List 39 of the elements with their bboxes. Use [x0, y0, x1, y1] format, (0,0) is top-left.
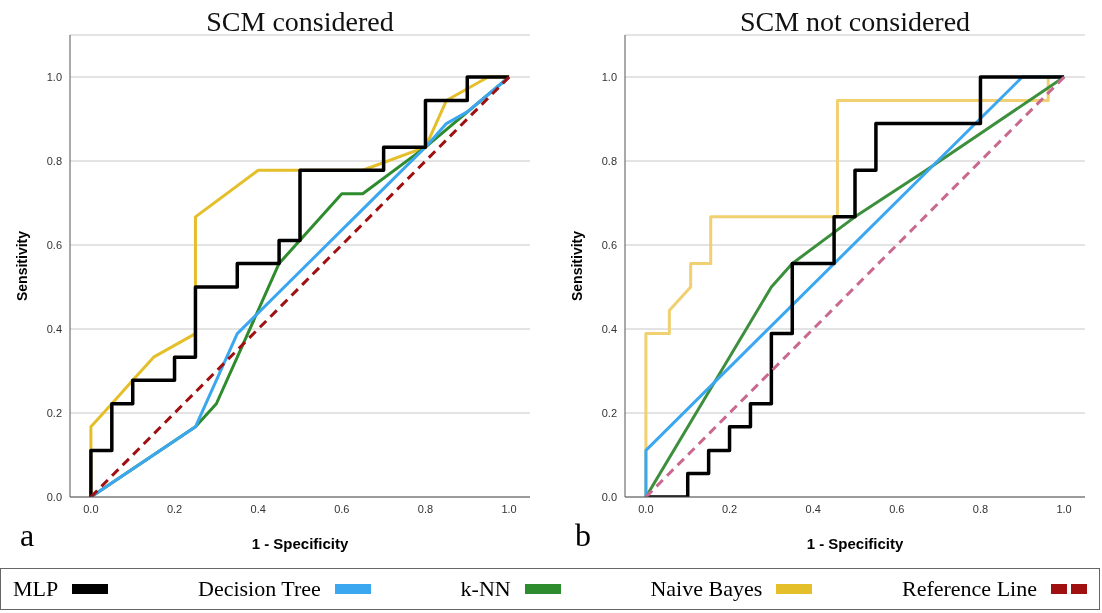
x-tick-label: 0.8	[972, 502, 989, 515]
chart-title: SCM not considered	[738, 6, 972, 38]
x-tick-label: 0.0	[83, 502, 99, 515]
x-tick-label: 1.0	[1056, 502, 1072, 515]
x-tick-label: 0.4	[805, 502, 821, 515]
x-tick-label: 0.2	[166, 502, 183, 515]
line-series	[644, 75, 1066, 497]
x-tick-label: 0.6	[334, 502, 350, 515]
legend-label: Decision Tree	[198, 576, 321, 602]
y-axis-title: Sensitivity	[14, 230, 30, 302]
y-tick-label: 0.4	[601, 322, 617, 335]
y-tick-label: 0.6	[46, 238, 62, 251]
legend-label: Naive Bayes	[650, 576, 763, 602]
legend-label: k-NN	[460, 576, 511, 602]
x-tick-label: 1.0	[501, 502, 517, 515]
text: a	[20, 517, 35, 554]
y-tick-label: 0.6	[601, 238, 617, 251]
x-tick-label: 0.6	[889, 502, 905, 515]
x-tick-label: 0.0	[638, 502, 654, 515]
legend-label: MLP	[13, 576, 59, 602]
x-tick-label: 0.4	[250, 502, 266, 515]
y-tick-label: 0.8	[601, 154, 617, 167]
y-tick-label: 0.2	[601, 406, 617, 419]
y-axis-title: Sensitivity	[569, 230, 585, 302]
y-tick-label: 0.8	[46, 154, 62, 167]
x-tick-label: 0.2	[721, 502, 738, 515]
chart-title: SCM considered	[205, 6, 395, 38]
x-axis-title: 1 - Specificity	[250, 535, 350, 552]
x-axis-title: 1 - Specificity	[805, 535, 905, 552]
y-tick-label: 1.0	[46, 70, 62, 83]
y-tick-label: 0.2	[46, 406, 62, 419]
legend-label: Reference Line	[901, 576, 1037, 602]
y-tick-label: 0.4	[46, 322, 62, 335]
y-tick-label: 0.0	[601, 490, 617, 503]
text: b	[575, 517, 591, 554]
line-series	[89, 75, 511, 497]
y-tick-label: 0.0	[46, 490, 62, 503]
x-tick-label: 0.8	[417, 502, 434, 515]
y-tick-label: 1.0	[601, 70, 617, 83]
